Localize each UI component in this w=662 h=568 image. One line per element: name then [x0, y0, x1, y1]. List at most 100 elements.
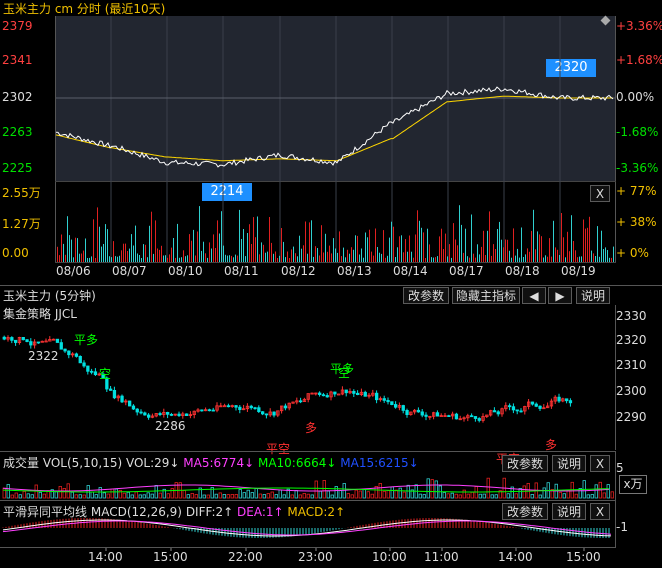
volume-bar	[607, 250, 608, 262]
vol-close-button[interactable]: X	[590, 455, 610, 472]
vol-params-button[interactable]: 改参数	[502, 455, 548, 472]
volume-panel-bar	[426, 478, 430, 499]
volume-bar	[233, 257, 234, 262]
macd-params-button[interactable]: 改参数	[502, 503, 548, 520]
volume-panel-bar	[510, 486, 514, 499]
k-candle	[450, 413, 455, 417]
k-candle	[55, 338, 60, 343]
volume-bar	[337, 252, 338, 262]
volume-panel-bar	[290, 494, 294, 499]
k-candle	[447, 415, 451, 418]
volume-bar	[503, 247, 504, 262]
volume-bar	[219, 233, 220, 262]
k-candle	[241, 408, 246, 411]
price-tick: 2341	[2, 53, 33, 67]
volume-bar	[167, 257, 168, 262]
k-candle	[33, 341, 37, 346]
volume-bar	[509, 250, 510, 262]
volume-bar	[545, 255, 546, 262]
volume-panel-bar	[354, 489, 358, 499]
volume-bar	[291, 249, 292, 262]
volume-bar	[493, 244, 494, 262]
volume-bar	[471, 214, 472, 262]
k-candle	[2, 336, 6, 340]
volume-bar	[281, 228, 282, 262]
volume-bar	[395, 257, 396, 262]
volume-bar	[259, 254, 260, 262]
k-candle	[325, 395, 329, 398]
k-candle	[181, 413, 185, 416]
volume-bar	[137, 253, 138, 262]
volume-panel-bar	[586, 494, 590, 499]
k-candle	[143, 412, 147, 416]
volume-bar	[227, 255, 228, 262]
volume-bar	[195, 255, 196, 262]
volume-bar	[459, 205, 460, 262]
volume-panel-bar	[370, 493, 374, 499]
volume-bar	[205, 253, 206, 262]
volume-bar	[275, 251, 276, 262]
volume-bar	[217, 220, 218, 262]
volume-panel-bar	[10, 494, 14, 499]
volume-panel-bar	[38, 491, 42, 499]
volume-bar	[387, 255, 388, 262]
volume-bar	[319, 255, 320, 262]
volume-panel-bar	[382, 490, 386, 499]
volume-panel-bar	[18, 494, 22, 499]
hide-main-indicator-button[interactable]: 隐藏主指标	[452, 287, 520, 304]
k-candle	[52, 338, 56, 341]
volume-bar	[603, 249, 604, 262]
volume-panel-bar	[246, 489, 250, 499]
volume-panel-bar	[562, 493, 566, 499]
k-candle	[219, 405, 223, 408]
k-candle	[222, 405, 227, 408]
callout-high-price: 2320	[546, 59, 596, 77]
volume-bar	[339, 231, 340, 262]
k-candle	[485, 414, 489, 418]
volume-panel-bar	[542, 487, 546, 499]
price-tick: 2302	[2, 90, 33, 104]
vol-ma10: MA10:6664↓	[257, 456, 337, 470]
volume-bar	[427, 228, 428, 262]
k-candle	[511, 406, 516, 411]
volume-panel-bar	[350, 494, 354, 499]
volume-bar	[163, 255, 164, 262]
volume-bar	[239, 209, 240, 262]
vol-help-button[interactable]: 说明	[552, 455, 586, 472]
k-candle	[344, 389, 348, 394]
volume-bar	[379, 252, 380, 262]
intraday-close-button[interactable]: X	[590, 185, 610, 202]
volume-panel-bar	[218, 492, 222, 499]
k-candle	[71, 353, 75, 356]
k-candle	[173, 413, 177, 416]
k-candle	[48, 338, 52, 342]
volume-panel-bar	[378, 482, 382, 499]
price-line	[55, 86, 614, 168]
k-help-button[interactable]: 说明	[576, 287, 610, 304]
scroll-right-button[interactable]: ▶	[548, 287, 572, 304]
volume-bar	[481, 246, 482, 262]
volume-bar	[373, 255, 374, 262]
volume-bar	[105, 224, 106, 262]
volume-bar	[511, 257, 512, 262]
macd-help-button[interactable]: 说明	[552, 503, 586, 520]
time-tick: 14:00	[498, 550, 533, 564]
volume-bar	[491, 255, 492, 262]
volume-bar	[375, 228, 376, 262]
k-candle	[67, 350, 71, 356]
volume-bar	[255, 237, 256, 262]
k-params-button[interactable]: 改参数	[403, 287, 449, 304]
volume-bar	[119, 255, 120, 262]
scroll-left-button[interactable]: ◀	[522, 287, 546, 304]
volume-bar	[157, 248, 158, 262]
volume-bar	[263, 244, 264, 262]
volume-bar	[149, 225, 150, 262]
volume-tick: 1.27万	[2, 217, 41, 231]
volume-bar	[117, 256, 118, 262]
volume-bar	[477, 244, 478, 262]
k-candle	[112, 389, 117, 399]
k-candle	[534, 403, 538, 407]
volume-bar	[461, 224, 462, 262]
volume-bar	[121, 250, 122, 262]
macd-close-button[interactable]: X	[590, 503, 610, 520]
